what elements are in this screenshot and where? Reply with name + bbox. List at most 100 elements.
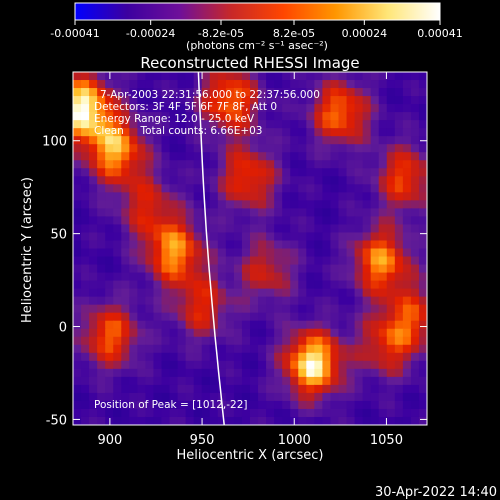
heatmap-cell bbox=[394, 232, 404, 242]
heatmap-cell bbox=[330, 176, 340, 185]
heatmap-cell bbox=[177, 224, 187, 234]
heatmap-cell bbox=[378, 328, 388, 338]
heatmap-cell bbox=[330, 392, 340, 402]
heatmap-cell bbox=[346, 296, 356, 306]
heatmap-cell bbox=[161, 168, 171, 177]
heatmap-cell bbox=[233, 336, 243, 346]
heatmap-cell bbox=[137, 128, 147, 137]
heatmap-cell bbox=[362, 152, 372, 161]
heatmap-cell bbox=[306, 312, 315, 322]
heatmap-cell bbox=[169, 376, 179, 386]
heatmap-cell bbox=[250, 192, 259, 201]
heatmap-cell bbox=[81, 320, 90, 330]
heatmap-cell bbox=[169, 384, 179, 394]
heatmap-cell bbox=[322, 144, 332, 153]
heatmap-cell bbox=[314, 240, 324, 250]
heatmap-cell bbox=[274, 144, 283, 153]
heatmap-cell bbox=[209, 312, 219, 322]
heatmap-cell bbox=[97, 304, 106, 314]
heatmap-cell bbox=[338, 272, 348, 282]
heatmap-cell bbox=[370, 224, 380, 234]
heatmap-cell bbox=[233, 360, 243, 370]
heatmap-cell bbox=[306, 336, 315, 346]
heatmap-cell bbox=[394, 416, 404, 425]
heatmap-cell bbox=[378, 416, 388, 425]
heatmap-cell bbox=[153, 376, 163, 386]
heatmap-cell bbox=[338, 104, 348, 113]
y-tick-label: 0 bbox=[59, 321, 67, 336]
heatmap-cell bbox=[346, 104, 356, 113]
heatmap-cell bbox=[418, 368, 427, 378]
heatmap-cell bbox=[121, 392, 130, 402]
heatmap-cell bbox=[177, 104, 187, 113]
heatmap-cell bbox=[290, 240, 299, 250]
heatmap-cell bbox=[378, 288, 388, 298]
heatmap-cell bbox=[97, 232, 106, 242]
heatmap-cell bbox=[282, 112, 291, 121]
heatmap-cell bbox=[386, 80, 396, 89]
heatmap-cell bbox=[185, 384, 195, 394]
heatmap-cell bbox=[185, 160, 195, 169]
heatmap-cell bbox=[217, 360, 227, 370]
heatmap-cell bbox=[113, 408, 122, 418]
heatmap-cell bbox=[418, 128, 427, 137]
solar-limb-line bbox=[197, 72, 225, 425]
heatmap-cell bbox=[153, 176, 163, 185]
heatmap-cell bbox=[394, 136, 404, 145]
heatmap-cell bbox=[298, 344, 307, 354]
heatmap-cell bbox=[137, 352, 147, 362]
heatmap-cell bbox=[193, 248, 203, 258]
heatmap-cell bbox=[386, 128, 396, 137]
heatmap-cell bbox=[298, 360, 307, 370]
heatmap-cell bbox=[258, 328, 267, 338]
heatmap-cell bbox=[290, 96, 299, 105]
heatmap-cell bbox=[274, 368, 283, 378]
heatmap-cell bbox=[354, 280, 364, 290]
heatmap-cell bbox=[73, 384, 82, 394]
heatmap-cell bbox=[378, 368, 388, 378]
heatmap-cell bbox=[290, 352, 299, 362]
heatmap-cell bbox=[306, 304, 315, 314]
heatmap-cell bbox=[386, 416, 396, 425]
heatmap-cell bbox=[386, 296, 396, 306]
heatmap-cell bbox=[177, 360, 187, 370]
heatmap-cell bbox=[193, 208, 203, 218]
heatmap-cell bbox=[81, 376, 90, 386]
heatmap-cell bbox=[274, 224, 283, 234]
heatmap-cell bbox=[73, 168, 82, 177]
heatmap-cell bbox=[217, 240, 227, 250]
heatmap-cell bbox=[241, 336, 251, 346]
heatmap-cell bbox=[362, 400, 372, 410]
heatmap-cell bbox=[177, 416, 187, 425]
heatmap-cell bbox=[314, 216, 324, 226]
heatmap-cell bbox=[362, 264, 372, 274]
heatmap-cell bbox=[386, 192, 396, 201]
heatmap-cell bbox=[97, 152, 106, 161]
heatmap-cell bbox=[105, 96, 114, 105]
heatmap-cell bbox=[362, 416, 372, 425]
heatmap-cell bbox=[258, 104, 267, 113]
heatmap-cell bbox=[169, 224, 179, 234]
heatmap-cell bbox=[306, 168, 315, 177]
heatmap-cell bbox=[169, 352, 179, 362]
heatmap-cell bbox=[129, 136, 138, 145]
heatmap-cell bbox=[258, 360, 267, 370]
heatmap-cell bbox=[274, 128, 283, 137]
heatmap-cell bbox=[89, 128, 98, 137]
heatmap-cell bbox=[370, 288, 380, 298]
colorbar-tick-label: -0.00024 bbox=[126, 27, 175, 40]
heatmap-cell bbox=[113, 216, 122, 226]
heatmap-cell bbox=[97, 120, 106, 129]
heatmap-cell bbox=[386, 200, 396, 209]
heatmap-cell bbox=[201, 200, 211, 209]
heatmap-cell bbox=[306, 136, 315, 145]
heatmap-cell bbox=[298, 96, 307, 105]
heatmap-cell bbox=[201, 376, 211, 386]
heatmap-cell bbox=[241, 192, 251, 201]
heatmap-cell bbox=[418, 408, 427, 418]
heatmap-cell bbox=[378, 392, 388, 402]
heatmap-cell bbox=[274, 344, 283, 354]
heatmap-cell bbox=[266, 248, 275, 258]
heatmap-cell bbox=[250, 296, 259, 306]
heatmap-cell bbox=[177, 336, 187, 346]
